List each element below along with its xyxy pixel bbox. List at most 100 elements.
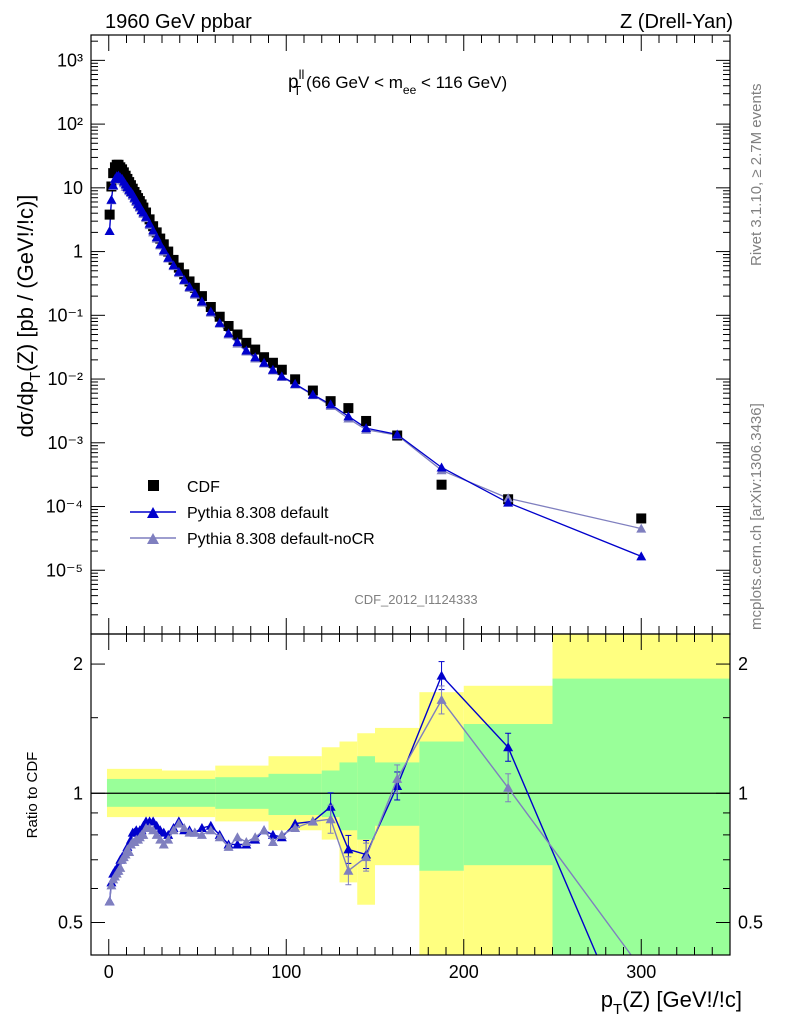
cdf-point bbox=[196, 291, 207, 302]
cdf-point bbox=[276, 364, 287, 375]
ratio-point-1 bbox=[267, 837, 278, 847]
ratio-point-1 bbox=[104, 896, 115, 906]
cdf-point bbox=[232, 329, 243, 340]
ratio-ytick-label-right: 0.5 bbox=[738, 912, 763, 932]
mc-point-1 bbox=[104, 226, 115, 236]
mc-point-2 bbox=[636, 523, 647, 533]
ratio-point-1 bbox=[106, 880, 117, 890]
cdf-point bbox=[241, 337, 252, 348]
ratio-point-1 bbox=[189, 827, 200, 837]
ratio-point-0 bbox=[196, 823, 207, 833]
ratio-point-0 bbox=[267, 829, 278, 839]
ratio-point-0 bbox=[343, 844, 354, 854]
cdf-point bbox=[343, 403, 354, 414]
ratio-ytick-label-right: 1 bbox=[738, 783, 748, 803]
ratio-point-1 bbox=[241, 837, 252, 847]
rivet-version: Rivet 3.1.10, ≥ 2.7M events bbox=[748, 84, 765, 267]
ratio-point-1 bbox=[179, 823, 190, 833]
legend-label-default: Pythia 8.308 default bbox=[187, 505, 329, 522]
mc-point-1 bbox=[307, 389, 318, 399]
cdf-point bbox=[250, 344, 261, 355]
cdf-point bbox=[163, 246, 174, 257]
mc-point-1 bbox=[276, 371, 287, 381]
mc-point-1 bbox=[290, 378, 301, 388]
ratio-point-1 bbox=[503, 782, 514, 792]
ratio-axis-label: Ratio to CDF bbox=[24, 752, 41, 839]
ratio-point-1 bbox=[214, 832, 225, 842]
ratio-ytick-label-right: 2 bbox=[738, 654, 748, 674]
cdf-point bbox=[104, 209, 115, 220]
cdf-point bbox=[108, 168, 119, 179]
mc-point-1 bbox=[158, 245, 169, 255]
band-green-10 bbox=[552, 678, 730, 955]
mc-point-1 bbox=[144, 218, 155, 228]
legend-marker-default bbox=[147, 507, 159, 518]
mc-point-1 bbox=[267, 364, 278, 374]
ytick-label: 10³ bbox=[57, 50, 83, 70]
ratio-point-1 bbox=[163, 834, 174, 844]
ratio-point-1 bbox=[205, 825, 216, 835]
x-axis-label: pT(Z) [GeV!/!c] bbox=[601, 987, 742, 1018]
mc-point-1 bbox=[148, 225, 159, 235]
cdf-point bbox=[361, 415, 372, 426]
mc-point-1 bbox=[196, 296, 207, 306]
mc-point-1 bbox=[436, 462, 447, 472]
axes-layer: 10⁻⁵ 10⁻⁴ 10⁻³ 10⁻² 10⁻¹ 1 10 10² 10³ 0 100 200 300 0… bbox=[46, 34, 763, 982]
band-green-5 bbox=[339, 762, 358, 831]
cdf-point bbox=[267, 357, 278, 368]
ytick-label: 10⁻⁵ bbox=[46, 560, 83, 580]
cdf-point bbox=[184, 276, 195, 287]
mc-point-1 bbox=[392, 429, 403, 439]
ratio-ytick-label: 2 bbox=[73, 654, 83, 674]
cdf-point bbox=[259, 352, 270, 363]
series-line-1 bbox=[108, 174, 642, 558]
ratio-point-1 bbox=[325, 814, 336, 824]
ratio-ytick-label: 1 bbox=[73, 783, 83, 803]
mc-point-1 bbox=[189, 288, 200, 298]
xtick-label: 0 bbox=[104, 962, 114, 982]
mc-point-1 bbox=[155, 239, 166, 249]
ytick-label: 10 bbox=[63, 178, 83, 198]
ratio-point-1 bbox=[168, 825, 179, 835]
ytick-label: 10⁻¹ bbox=[47, 305, 83, 325]
ratio-point-1 bbox=[173, 818, 184, 828]
mcplots-credit: mcplots.cern.ch [arXiv:1306.3436] bbox=[748, 403, 765, 630]
ratio-point-0 bbox=[503, 742, 514, 752]
ratio-point-1 bbox=[307, 816, 318, 826]
mc-point-1 bbox=[173, 266, 184, 276]
cdf-point bbox=[155, 233, 166, 244]
cdf-point bbox=[636, 513, 647, 524]
analysis-id: CDF_2012_I1124333 bbox=[354, 592, 477, 607]
legend-label-cdf: CDF bbox=[187, 479, 220, 496]
mc-point-1 bbox=[141, 211, 152, 221]
cdf-point bbox=[436, 479, 447, 490]
ytick-label: 10² bbox=[57, 114, 83, 134]
ratio-point-0 bbox=[232, 839, 243, 849]
legend-marker-nocr bbox=[147, 533, 159, 544]
cdf-point bbox=[179, 269, 190, 280]
ratio-point-1 bbox=[290, 823, 301, 833]
mc-point-1 bbox=[151, 232, 162, 242]
mc-point-1 bbox=[259, 357, 270, 367]
band-green-8 bbox=[419, 741, 464, 871]
y-axis-label: dσ/dpT(Z) [pb / (GeV!/!c)] bbox=[13, 195, 44, 438]
ytick-label: 10⁻³ bbox=[47, 433, 83, 453]
ratio-point-1 bbox=[124, 846, 135, 856]
ratio-point-1 bbox=[223, 841, 234, 851]
cdf-point bbox=[214, 311, 225, 322]
mc-point-1 bbox=[250, 352, 261, 362]
ratio-point-1 bbox=[259, 825, 270, 835]
mc-point-1 bbox=[232, 337, 243, 347]
mc-point-1 bbox=[163, 252, 174, 262]
ratio-point-1 bbox=[232, 832, 243, 842]
band-green-6 bbox=[357, 756, 375, 840]
ratio-point-1 bbox=[250, 832, 261, 842]
cdf-point bbox=[189, 282, 200, 293]
ratio-point-1 bbox=[158, 839, 169, 849]
ratio-series-layer bbox=[104, 661, 632, 956]
mc-point-1 bbox=[241, 345, 252, 355]
ratio-point-1 bbox=[436, 694, 447, 704]
mc-point-1 bbox=[343, 411, 354, 421]
ratio-point-1 bbox=[343, 865, 354, 875]
